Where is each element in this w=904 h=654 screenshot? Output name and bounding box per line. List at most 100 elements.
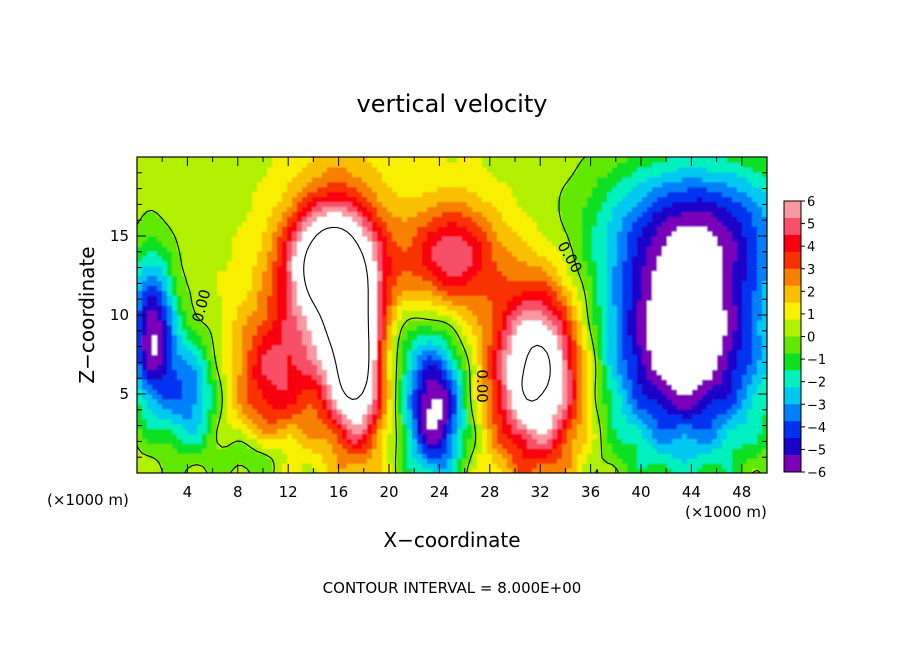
heatmap-cell	[367, 394, 373, 400]
heatmap-cell	[287, 374, 293, 380]
heatmap-cell	[252, 389, 258, 395]
heatmap-cell	[257, 384, 263, 390]
heatmap-cell	[232, 324, 238, 331]
heatmap-cell	[227, 319, 233, 326]
heatmap-cell	[657, 458, 663, 464]
heatmap-cell	[427, 438, 433, 444]
heatmap-cell	[502, 418, 508, 425]
heatmap-cell	[712, 344, 718, 351]
heatmap-cell	[687, 463, 693, 469]
heatmap-cell	[217, 418, 223, 425]
heatmap-cell	[392, 349, 398, 356]
heatmap-cell	[552, 443, 558, 449]
heatmap-cell	[542, 359, 548, 365]
heatmap-cell	[522, 300, 528, 306]
heatmap-cell	[447, 438, 453, 444]
heatmap-cell	[307, 310, 313, 316]
heatmap-cell	[642, 354, 648, 361]
heatmap-cell	[512, 290, 518, 296]
heatmap-cell	[257, 319, 263, 326]
heatmap-cell	[507, 300, 513, 306]
heatmap-cell	[472, 374, 478, 380]
heatmap-cell	[752, 468, 758, 473]
heatmap-cell	[172, 379, 178, 385]
heatmap-cell	[282, 364, 288, 370]
heatmap-cell	[372, 448, 378, 454]
heatmap-cell	[412, 448, 418, 454]
heatmap-cell	[177, 384, 183, 390]
heatmap-cell	[187, 413, 193, 420]
heatmap-cell	[752, 408, 758, 415]
heatmap-cell	[352, 354, 358, 361]
heatmap-cell	[417, 398, 423, 405]
heatmap-cell	[242, 398, 248, 405]
heatmap-cell	[277, 290, 283, 296]
heatmap-cell	[752, 324, 758, 331]
heatmap-cell	[357, 428, 363, 435]
heatmap-cell	[232, 413, 238, 420]
heatmap-cell	[217, 403, 223, 410]
heatmap-cell	[222, 443, 228, 449]
chart-title: vertical velocity	[357, 90, 548, 118]
heatmap-cell	[757, 315, 763, 321]
heatmap-cell	[197, 468, 203, 473]
heatmap-cell	[642, 468, 648, 473]
heatmap-cell	[502, 305, 508, 311]
heatmap-cell	[297, 315, 303, 321]
heatmap-cell	[737, 339, 743, 346]
heatmap-cell	[497, 305, 503, 311]
heatmap-cell	[727, 453, 733, 459]
heatmap-cell	[692, 403, 698, 410]
heatmap-cell	[277, 364, 283, 370]
heatmap-cell	[267, 384, 273, 390]
heatmap-cell	[582, 344, 588, 351]
heatmap-cell	[502, 463, 508, 469]
heatmap-cell	[172, 458, 178, 464]
heatmap-cell	[297, 280, 303, 286]
heatmap-cell	[287, 394, 293, 400]
heatmap-cell	[752, 305, 758, 311]
heatmap-cell	[647, 384, 653, 390]
heatmap-cell	[442, 463, 448, 469]
heatmap-cell	[457, 339, 463, 346]
heatmap-cell	[287, 359, 293, 365]
heatmap-cell	[322, 453, 328, 459]
heatmap-cell	[542, 463, 548, 469]
heatmap-cell	[492, 433, 498, 440]
heatmap-cell	[512, 403, 518, 410]
heatmap-cell	[202, 344, 208, 351]
heatmap-cell	[182, 438, 188, 444]
heatmap-cell	[282, 428, 288, 435]
heatmap-cell	[477, 448, 483, 454]
heatmap-cell	[502, 349, 508, 356]
heatmap-cell	[197, 354, 203, 361]
heatmap-cell	[747, 453, 753, 459]
heatmap-cell	[382, 315, 388, 321]
heatmap-cell	[647, 389, 653, 395]
heatmap-cell	[627, 359, 633, 365]
heatmap-cell	[172, 448, 178, 454]
heatmap-cell	[512, 354, 518, 361]
heatmap-cell	[432, 438, 438, 444]
heatmap-cell	[182, 428, 188, 435]
heatmap-cell	[317, 280, 323, 286]
heatmap-cell	[372, 275, 378, 282]
heatmap-cell	[392, 398, 398, 405]
heatmap-cell	[532, 389, 538, 395]
heatmap-cell	[182, 453, 188, 459]
heatmap-cell	[462, 354, 468, 361]
heatmap-cell	[537, 310, 543, 316]
heatmap-cell	[177, 285, 183, 291]
heatmap-cell	[332, 275, 338, 282]
heatmap-cell	[327, 315, 333, 321]
heatmap-cell	[627, 354, 633, 361]
heatmap-cell	[622, 374, 628, 380]
heatmap-cell	[177, 423, 183, 430]
heatmap-cell	[177, 354, 183, 361]
heatmap-cell	[532, 329, 538, 336]
heatmap-cell	[242, 310, 248, 316]
heatmap-cell	[302, 324, 308, 331]
heatmap-cell	[587, 458, 593, 464]
heatmap-cell	[382, 374, 388, 380]
heatmap-cell	[662, 295, 668, 301]
